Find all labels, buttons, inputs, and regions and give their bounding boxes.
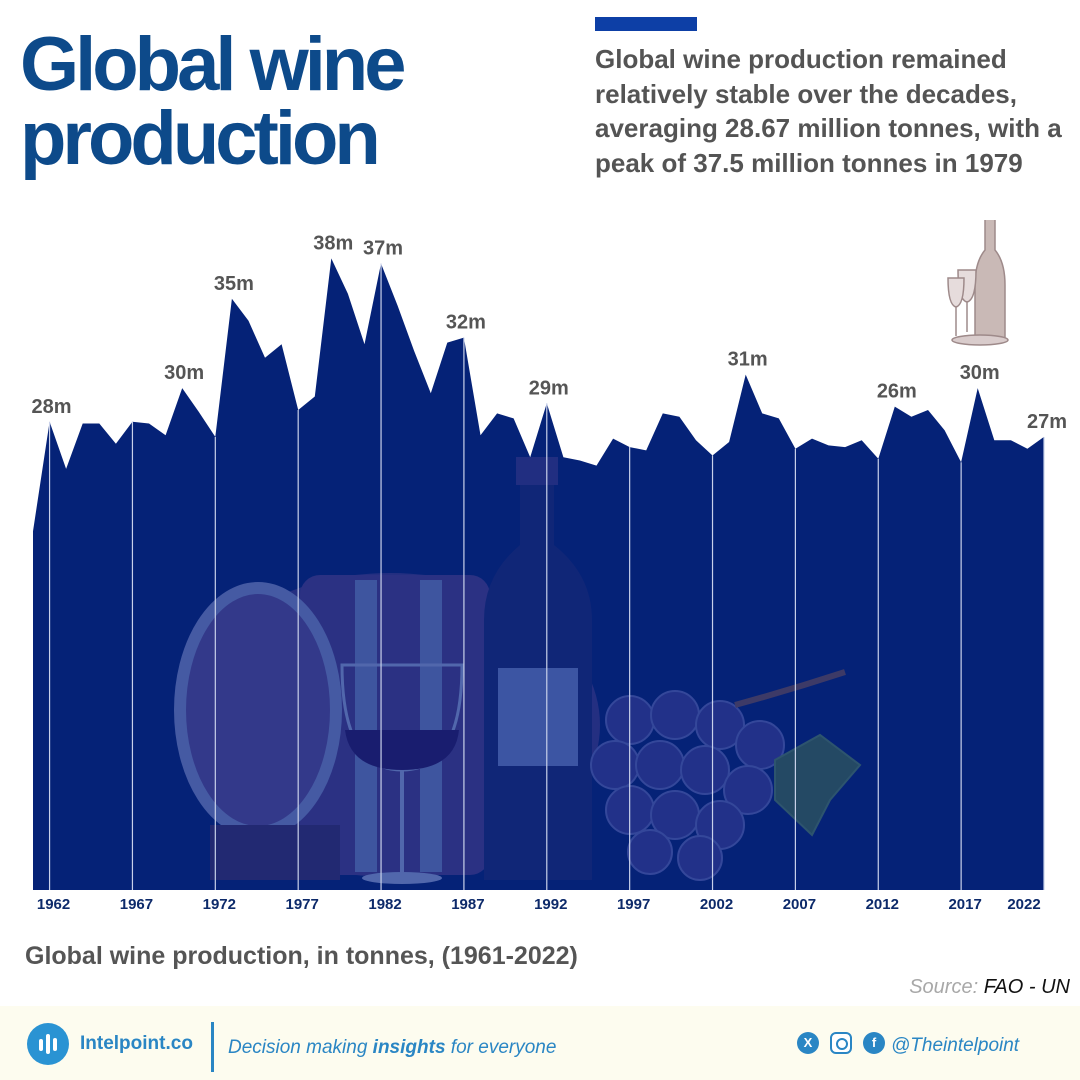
x-tick-1972: 1972 (203, 896, 236, 913)
x-tick-2007: 2007 (783, 896, 816, 913)
data-label-1973: 35m (214, 273, 254, 295)
social-handle[interactable]: @Theintelpoint (891, 1035, 1020, 1056)
chart-caption: Global wine production, in tonnes, (1961… (25, 942, 578, 970)
x-tick-1977: 1977 (285, 896, 318, 913)
footer-divider (211, 1022, 214, 1072)
year-gridlines (48, 263, 1045, 890)
data-label-1982: 37m (363, 237, 403, 259)
data-label-2004: 31m (728, 349, 768, 371)
x-tick-1962: 1962 (37, 896, 70, 913)
x-axis-ticks: 1962 1967 1972 1977 1982 1987 1992 1997 2002 2007… (37, 896, 1041, 913)
x-tick-2012: 2012 (866, 896, 899, 913)
data-label-2013: 26m (877, 381, 917, 403)
wine-illustration (174, 457, 862, 884)
data-label-2018: 30m (960, 362, 1000, 384)
data-label-1970: 30m (164, 362, 204, 384)
x-tick-1987: 1987 (451, 896, 484, 913)
tagline-text-end: for everyone (445, 1037, 557, 1058)
bottle-icon (484, 457, 592, 880)
accent-bar (595, 17, 697, 31)
x-tick-2022: 2022 (1007, 896, 1040, 913)
source-value: FAO - UN (983, 976, 1070, 998)
data-label-1992: 29m (529, 377, 569, 399)
bottle-glasses-icon (947, 220, 1009, 346)
wine-glass-icon (340, 663, 464, 884)
x-tick-1992: 1992 (534, 896, 567, 913)
x-tick-1982: 1982 (368, 896, 401, 913)
x-tick-1997: 1997 (617, 896, 650, 913)
page-title: Global wine production (20, 22, 407, 181)
brand-name[interactable]: Intelpoint.co (80, 1033, 193, 1054)
data-labels: 28m 30m 35m 38m 37m 32m 29m 31m 26m 30m 27m (32, 232, 1067, 433)
data-label-2022: 27m (1027, 411, 1067, 433)
tagline-text: Decision making (228, 1037, 373, 1058)
tagline: Decision making insights for everyone (228, 1037, 556, 1059)
tagline-emphasis: insights (372, 1037, 446, 1058)
data-label-1979: 38m (313, 232, 353, 254)
footer: Intelpoint.co Decision making insights f… (0, 1006, 1080, 1080)
x-tick-1967: 1967 (120, 896, 153, 913)
x-icon[interactable]: X (797, 1032, 819, 1054)
x-tick-2017: 2017 (948, 896, 981, 913)
source-label: Source: (909, 976, 979, 998)
facebook-icon[interactable]: f (863, 1032, 885, 1054)
source-note: Source: FAO - UN (909, 976, 1070, 999)
x-tick-2002: 2002 (700, 896, 733, 913)
data-label-1962: 28m (32, 396, 72, 418)
subtitle: Global wine production remained relative… (595, 44, 1062, 178)
instagram-icon[interactable] (830, 1032, 852, 1054)
intelpoint-logo-icon[interactable] (27, 1023, 69, 1065)
data-label-1987: 32m (446, 312, 486, 334)
